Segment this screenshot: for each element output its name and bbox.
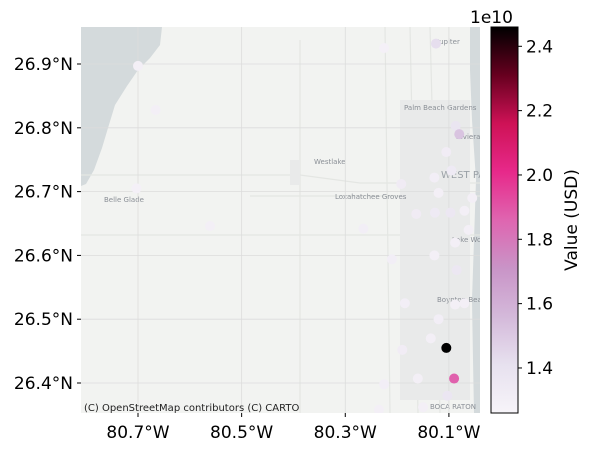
lake-okeechobee — [81, 27, 162, 186]
data-point-23 — [451, 265, 462, 276]
y-axis-ticks: 26.4°N 26.5°N 26.6°N 26.7°N 26.8°N 26.9°N — [14, 55, 81, 394]
data-point-27 — [433, 314, 444, 325]
data-point-9 — [396, 178, 407, 189]
colorbar-label: Value (USD) — [562, 169, 582, 271]
data-point-7 — [446, 165, 457, 176]
atlantic-ocean — [470, 27, 480, 413]
map-attribution: (C) OpenStreetMap contributors (C) CARTO — [84, 403, 299, 414]
colorbar-tick-label-0: 1.4 — [526, 359, 553, 379]
basemap-urban — [290, 100, 470, 400]
data-point-34 — [442, 390, 453, 401]
data-point-32 — [412, 373, 423, 384]
data-point-3 — [150, 104, 161, 115]
colorbar-tick-label-4: 2.2 — [526, 102, 553, 122]
colorbar: 1.4 1.6 1.8 2.0 2.2 2.4 1e10 Value (USD) — [470, 8, 582, 414]
data-point-0 — [430, 38, 441, 49]
data-point-12 — [131, 183, 142, 194]
x-tick-label-2: 80.3°W — [314, 423, 377, 443]
place-label-jupiter: Jupiter — [436, 38, 460, 46]
data-point-13 — [411, 208, 422, 219]
x-axis-ticks: 80.7°W 80.5°W 80.3°W 80.1°W — [106, 413, 481, 443]
data-point-25 — [459, 298, 470, 309]
data-point-36 — [373, 404, 384, 413]
place-label-west-palm-beach: WEST PALM BEACH — [441, 170, 537, 181]
data-point-29 — [397, 344, 408, 355]
data-point-21 — [429, 250, 440, 261]
data-point-4 — [454, 129, 465, 140]
data-point-24 — [399, 298, 410, 309]
place-label-westlake: Westlake — [314, 158, 346, 166]
data-point-20 — [450, 237, 461, 248]
data-point-26 — [450, 299, 461, 310]
data-point-35 — [418, 402, 428, 413]
colorbar-tick-label-3: 2.0 — [526, 166, 553, 186]
data-point-5 — [450, 120, 461, 131]
data-point-2 — [379, 43, 390, 54]
map-area[interactable]: Jupiter Palm Beach Gardens Riviera Beach… — [81, 27, 537, 415]
data-point-17 — [463, 224, 474, 235]
x-tick-label-1: 80.5°W — [210, 423, 273, 443]
data-point-18 — [205, 221, 216, 232]
data-point-31 — [449, 373, 460, 384]
data-point-30 — [441, 342, 452, 353]
data-point-33 — [379, 379, 390, 390]
y-tick-label-2: 26.6°N — [14, 246, 73, 266]
data-point-28 — [425, 333, 436, 344]
data-point-10 — [467, 192, 478, 203]
colorbar-tick-label-1: 1.6 — [526, 295, 553, 315]
data-point-1 — [133, 60, 143, 71]
colorbar-tick-label-2: 1.8 — [526, 230, 553, 250]
colorbar-tick-label-5: 2.4 — [526, 37, 553, 57]
colorbar-gradient — [490, 26, 519, 414]
colorbar-ticks: 1.4 1.6 1.8 2.0 2.2 2.4 — [518, 37, 553, 379]
y-tick-label-1: 26.5°N — [14, 310, 73, 330]
place-label-palm-beach-gardens: Palm Beach Gardens — [404, 104, 477, 112]
y-tick-label-0: 26.4°N — [14, 374, 73, 394]
y-tick-label-5: 26.9°N — [14, 55, 73, 75]
y-tick-label-3: 26.7°N — [14, 183, 73, 203]
data-point-6 — [441, 147, 452, 158]
data-point-16 — [459, 205, 470, 216]
place-label-riviera-beach: Riviera Beach — [456, 133, 504, 141]
x-tick-label-0: 80.7°W — [106, 423, 169, 443]
data-point-14 — [429, 207, 440, 218]
place-label-boca-raton: BOCA RATON — [430, 403, 476, 411]
data-point-15 — [445, 207, 456, 218]
data-points — [131, 38, 478, 413]
place-label-boynton-beach: Boynton Beach — [437, 296, 490, 304]
data-point-19 — [358, 223, 369, 234]
y-tick-label-4: 26.8°N — [14, 119, 73, 139]
place-label-loxahatchee-groves: Loxahatchee Groves — [335, 193, 407, 201]
place-label-belle-glade: Belle Glade — [104, 196, 144, 204]
data-point-22 — [386, 254, 397, 265]
place-label-lake-worth-beach: Lake Worth Beach — [452, 236, 515, 244]
data-point-11 — [433, 187, 444, 198]
x-tick-label-3: 80.1°W — [417, 423, 480, 443]
colorbar-offset-text: 1e10 — [470, 8, 513, 28]
data-point-8 — [429, 172, 440, 183]
